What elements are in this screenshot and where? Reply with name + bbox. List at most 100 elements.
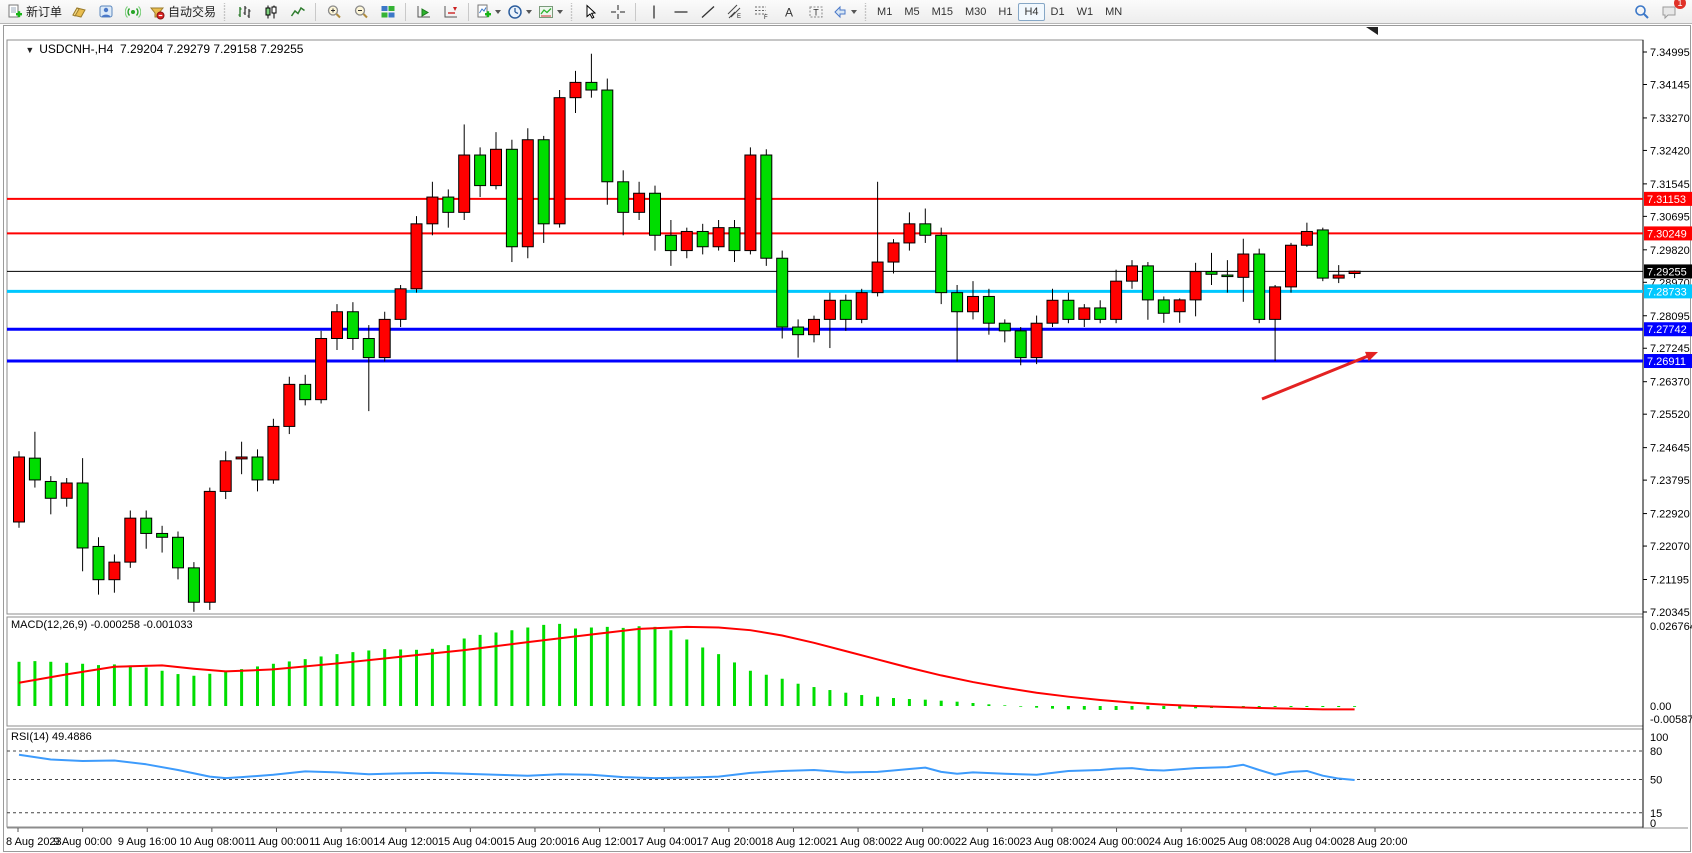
signals-button[interactable] [119,0,146,23]
svg-text:7.31153: 7.31153 [1647,194,1686,206]
svg-text:24 Aug 16:00: 24 Aug 16:00 [1149,836,1214,848]
fibonacci-button[interactable]: F [748,0,775,23]
svg-text:15 Aug 20:00: 15 Aug 20:00 [503,836,568,848]
svg-text:7.28733: 7.28733 [1647,286,1687,298]
svg-text:7.26370: 7.26370 [1650,377,1690,389]
price-badges: 7.31153 7.30249 7.29255 7.28733 7.27742 7.269… [1644,191,1692,369]
candlestick-icon [265,5,277,18]
new-order-icon [8,4,22,17]
horizontal-line-button[interactable] [667,0,694,23]
templates-icon [539,5,554,18]
text-icon: A [785,5,793,19]
periods-button[interactable] [504,0,535,23]
arrows-button[interactable] [829,0,860,23]
rsi-axis-tick: 80 [1650,746,1662,758]
timeframe-m5-button[interactable]: M5 [904,5,920,18]
pane-border [6,616,1644,727]
svg-text:7.27245: 7.27245 [1650,343,1690,355]
templates-button[interactable] [535,0,566,23]
zoom-out-button[interactable] [347,0,374,23]
autotrading-button[interactable]: 自动交易 [146,0,219,23]
toolbar-grip [222,2,228,21]
svg-text:7.30695: 7.30695 [1650,211,1690,223]
svg-text:7.34995: 7.34995 [1650,47,1690,59]
auto-scroll-button[interactable] [410,0,437,23]
crosshair-button[interactable] [604,0,631,23]
tile-windows-icon [381,5,395,17]
toolbar-separator [468,2,470,21]
timeframe-d1-button[interactable]: D1 [1050,5,1065,18]
timeframe-h4-button[interactable]: H4 [1018,2,1045,21]
svg-text:11 Aug 16:00: 11 Aug 16:00 [309,836,373,848]
svg-text:16 Aug 12:00: 16 Aug 12:00 [567,836,632,848]
svg-text:7.22920: 7.22920 [1650,509,1690,521]
svg-text:24 Aug 00:00: 24 Aug 00:00 [1084,836,1149,848]
indicators-button[interactable] [473,0,504,23]
community-button[interactable] [92,0,119,23]
chevron-down-icon [557,9,564,14]
svg-text:22 Aug 16:00: 22 Aug 16:00 [955,836,1020,848]
svg-text:F: F [764,15,768,20]
zoom-out-icon [354,4,368,18]
tile-windows-button[interactable] [374,0,401,23]
channel-button[interactable]: E [721,0,748,23]
svg-text:7.32420: 7.32420 [1650,145,1690,157]
svg-text:7.24645: 7.24645 [1650,443,1690,455]
deposit-icon [71,6,86,18]
trendline-button[interactable] [694,0,721,23]
notifications-button[interactable]: 1 [1655,0,1686,23]
fibonacci-icon: F [754,6,768,20]
line-chart-button[interactable] [284,0,311,23]
timeframe-w1-button[interactable]: W1 [1076,5,1094,18]
chart-shift-button[interactable] [437,0,464,23]
deposit-button[interactable] [65,0,92,23]
svg-text:23 Aug 08:00: 23 Aug 08:00 [1019,836,1084,848]
indicators-icon [477,4,492,17]
chart-ohlc-values: 7.29204 7.29279 7.29158 7.29255 [119,42,304,56]
timeframe-m30-button[interactable]: M30 [965,5,987,18]
zoom-in-button[interactable] [320,0,347,23]
svg-text:7.28095: 7.28095 [1650,311,1690,323]
candlestick-chart-button[interactable] [257,0,284,23]
toolbar-separator [405,2,407,21]
chevron-down-icon [495,9,502,14]
vertical-line-button[interactable] [640,0,667,23]
rsi-axis-tick: 0 [1650,818,1656,830]
chevron-down-icon: ▼ [25,45,35,55]
chat-icon [1662,6,1675,19]
search-button[interactable] [1628,0,1655,23]
horizontal-line-icon [674,10,688,13]
cursor-button[interactable] [577,0,604,23]
chart-window-frame [3,25,1691,852]
svg-text:25 Aug 08:00: 25 Aug 08:00 [1213,836,1278,848]
text-button[interactable]: A [775,0,802,23]
macd-layer [17,623,1357,711]
timeframe-h1-button[interactable]: H1 [998,5,1013,18]
svg-text:7.26911: 7.26911 [1647,356,1686,368]
svg-text:18 Aug 12:00: 18 Aug 12:00 [761,836,826,848]
svg-text:10 Aug 08:00: 10 Aug 08:00 [179,836,244,848]
bar-chart-button[interactable] [230,0,257,23]
arrows-icon [834,5,846,18]
svg-text:28 Aug 04:00: 28 Aug 04:00 [1278,836,1343,848]
annotation-arrow-head [1365,351,1378,362]
text-label-button[interactable]: T [802,0,829,23]
rsi-indicator-label: RSI(14) 49.4886 [11,731,92,743]
search-icon [1634,4,1649,19]
line-chart-icon [290,6,305,16]
timeframe-m1-button[interactable]: M1 [877,5,893,18]
signals-icon [124,5,141,18]
chart-window: 7.34995 7.34145 7.33270 7.32420 7.31545 7.306… [0,24,1692,853]
rsi-axis-tick: 100 [1650,732,1668,744]
timeframe-mn-button[interactable]: MN [1105,5,1123,18]
candles-layer [13,53,1361,612]
rsi-axis-tick: 50 [1650,775,1662,787]
vertical-line-icon [652,5,655,18]
pane-border [6,39,1644,615]
new-order-button[interactable]: 新订单 [4,0,65,23]
timeframe-m15-button[interactable]: M15 [931,5,953,18]
svg-text:28 Aug 20:00: 28 Aug 20:00 [1343,836,1408,848]
svg-text:17 Aug 20:00: 17 Aug 20:00 [696,836,761,848]
